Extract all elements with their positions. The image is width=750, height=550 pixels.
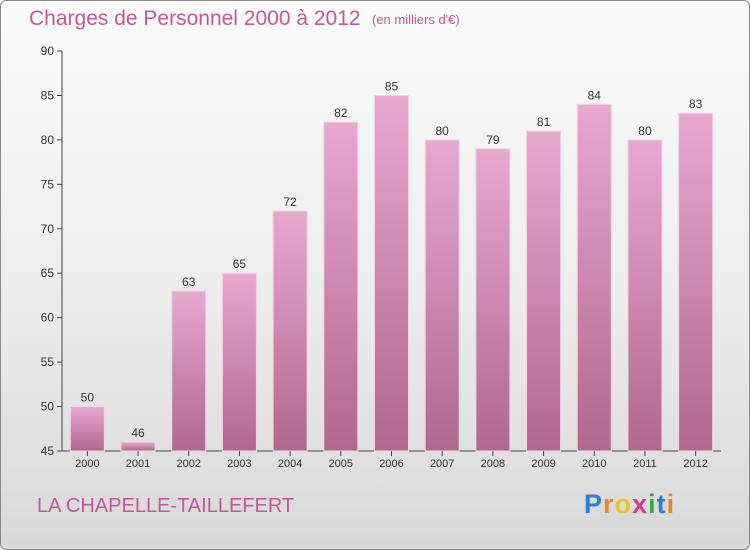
- x-tick-label: 2000: [75, 458, 99, 470]
- x-tick-label: 2003: [227, 458, 251, 470]
- x-tick-label: 2012: [683, 458, 707, 470]
- y-tick-label: 65: [41, 266, 55, 280]
- bar-value-label: 84: [588, 88, 602, 102]
- bar: [323, 121, 359, 452]
- x-tick-label: 2010: [582, 458, 606, 470]
- x-tick-label: 2004: [278, 458, 302, 470]
- bar: [475, 148, 511, 452]
- logo-letter: r: [603, 489, 615, 519]
- logo-letter: i: [666, 489, 676, 519]
- logo-letter: o: [614, 489, 633, 519]
- y-tick-label: 90: [41, 44, 55, 58]
- bar: [221, 272, 257, 452]
- x-tick-label: 2002: [176, 458, 200, 470]
- bar: [374, 94, 409, 452]
- bar: [627, 139, 663, 452]
- bar-value-label: 65: [233, 257, 247, 271]
- logo-letter: t: [656, 489, 667, 519]
- y-tick-label: 75: [41, 177, 55, 191]
- proxiti-logo[interactable]: Proxiti: [584, 489, 675, 520]
- x-tick-label: 2009: [531, 458, 555, 470]
- x-tick-label: 2005: [329, 458, 353, 470]
- chart-title: Charges de Personnel 2000 à 2012: [29, 7, 361, 30]
- y-tick-label: 80: [41, 133, 55, 147]
- x-tick-label: 2011: [633, 458, 657, 470]
- x-tick-label: 2008: [481, 458, 505, 470]
- x-tick-label: 2006: [379, 458, 403, 470]
- y-tick-label: 70: [41, 222, 55, 236]
- bar: [272, 210, 308, 452]
- bar-value-label: 85: [385, 79, 399, 93]
- x-tick-label: 2001: [126, 458, 150, 470]
- bar-value-label: 81: [537, 115, 551, 129]
- y-tick-label: 50: [41, 400, 55, 414]
- logo-letter: P: [584, 489, 604, 519]
- bar: [526, 130, 562, 452]
- bar-value-label: 63: [182, 275, 196, 289]
- bar-value-label: 80: [638, 124, 652, 138]
- y-tick-label: 55: [41, 355, 55, 369]
- y-tick-label: 60: [41, 311, 55, 325]
- bar-value-label: 79: [486, 133, 500, 147]
- bar: [424, 139, 460, 452]
- bar: [120, 441, 156, 452]
- bar: [576, 103, 612, 452]
- chart-unit: (en milliers d'€): [372, 12, 460, 27]
- y-tick-label: 45: [41, 444, 55, 458]
- bar-value-label: 46: [131, 426, 145, 440]
- x-tick-label: 2007: [430, 458, 454, 470]
- commune-name: LA CHAPELLE-TAILLEFERT: [37, 495, 295, 517]
- logo-letter: x: [632, 489, 649, 519]
- bar-value-label: 80: [436, 124, 450, 138]
- bar-value-label: 83: [689, 97, 703, 111]
- bar-value-label: 82: [334, 106, 348, 120]
- bar-value-label: 50: [81, 391, 95, 405]
- bar: [69, 406, 105, 452]
- bar: [171, 290, 207, 452]
- bar-value-label: 72: [283, 195, 297, 209]
- bar: [678, 112, 714, 452]
- logo-letter: i: [648, 489, 657, 519]
- y-tick-label: 85: [41, 88, 55, 102]
